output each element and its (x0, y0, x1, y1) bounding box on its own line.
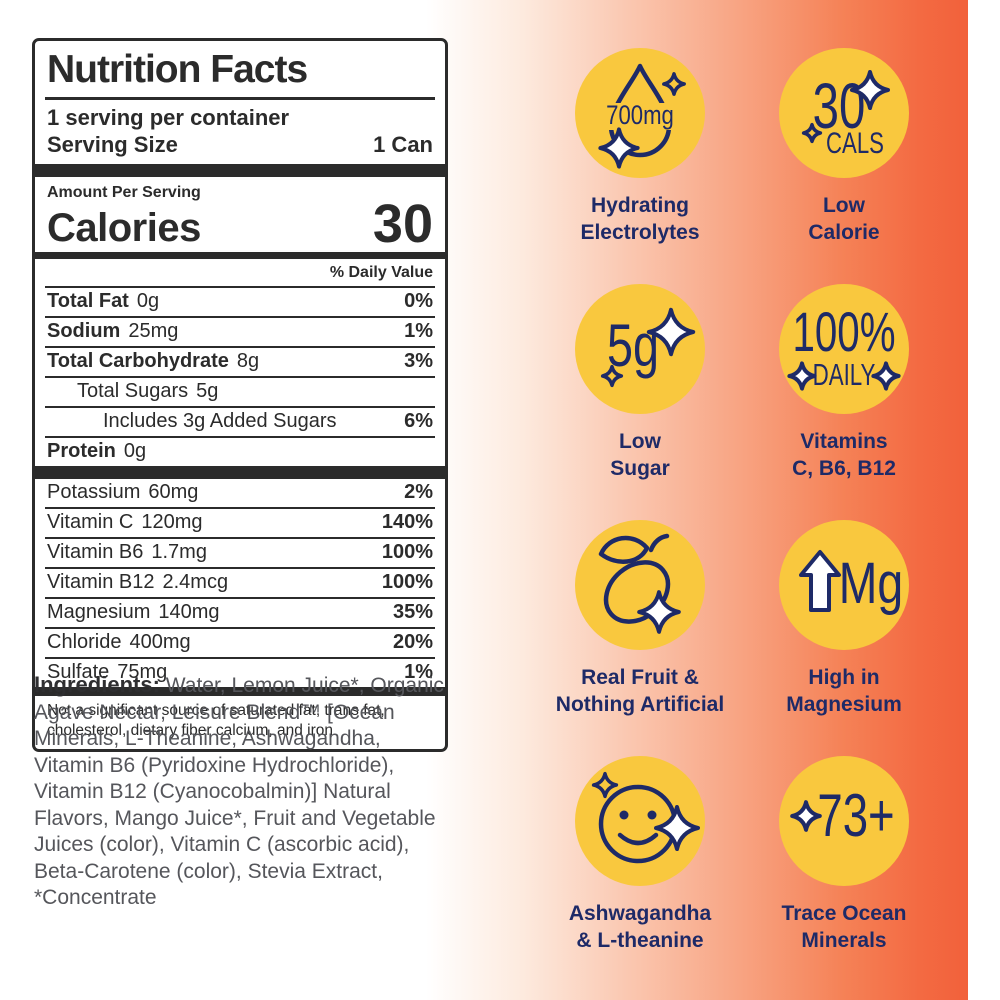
nutrient-row: Protein 0g (45, 438, 435, 466)
calories-value: 30 (372, 194, 433, 254)
nutrient-daily-value: 140% (381, 510, 433, 533)
badge-label: Hydrating Electrolytes (580, 194, 700, 244)
nutrient-row: Magnesium 140mg 35% (45, 599, 435, 629)
nutrient-name-amount: Chloride 400mg (47, 630, 191, 653)
badge-circle (575, 520, 705, 650)
divider-bar (35, 164, 445, 177)
badge-low-calorie: 30 CALS Low Calorie (742, 48, 946, 284)
nutrition-facts-title: Nutrition Facts (45, 41, 435, 100)
daily-value-header: % Daily Value (45, 259, 435, 288)
ingredients-text: Water, Lemon Juice*, Organic Agave Necta… (34, 674, 444, 909)
badge-label: Low Calorie (808, 194, 880, 244)
nutrient-daily-value: 0% (404, 289, 433, 312)
nutrient-name-amount: Total Carbohydrate 8g (47, 349, 260, 372)
nutrient-row: Sodium 25mg 1% (45, 318, 435, 348)
serving-size-value: 1 Can (373, 132, 433, 157)
svg-text:73+: 73+ (817, 783, 894, 849)
badge-label: Real Fruit & Nothing Artificial (555, 666, 725, 716)
sugar-grams-sparkle-icon: 5g (575, 284, 705, 414)
nutrient-row: Total Sugars 5g (45, 378, 435, 408)
svg-text:30: 30 (813, 70, 866, 142)
ingredients-paragraph: Ingredients: Water, Lemon Juice*, Organi… (34, 672, 446, 912)
nutrient-name-amount: Magnesium 140mg (47, 600, 220, 623)
nutrient-name-amount: Total Sugars 5g (77, 379, 219, 402)
badge-vitamins: 100% DAILY Vitamins C, B6, B12 (742, 284, 946, 520)
trace-minerals-sparkle-icon: 73+ (779, 783, 895, 850)
nutrient-name-amount: Includes 3g Added Sugars (103, 409, 337, 432)
serving-size-row: Serving Size 1 Can (45, 131, 435, 164)
nutrient-name-amount: Sodium 25mg (47, 319, 179, 342)
divider-bar (35, 465, 445, 479)
divider-bar (35, 251, 445, 259)
badge-low-sugar: 5g Low Sugar (538, 284, 742, 520)
badge-circle: 30 CALS (779, 48, 909, 178)
svg-text:5g: 5g (607, 312, 659, 379)
nutrient-name-amount: Total Fat 0g (47, 289, 160, 312)
daily-value-sparkle-icon: 100% DAILY (779, 302, 909, 392)
badge-circle (575, 756, 705, 886)
badge-circle: Mg (779, 520, 909, 650)
nutrient-name-amount: Vitamin C 120mg (47, 510, 203, 533)
badge-circle: 700mg (575, 48, 705, 178)
badge-ashwagandha: Ashwagandha & L-theanine (538, 756, 742, 992)
benefit-badges-grid: 700mg Hydrating Electrolytes 30 CALS Low… (538, 48, 946, 992)
nutrient-daily-value: 35% (392, 600, 433, 623)
badge-real-fruit: Real Fruit & Nothing Artificial (538, 520, 742, 756)
nutrient-row: Includes 3g Added Sugars 6% (45, 408, 435, 438)
badge-circle: 73+ (779, 756, 909, 886)
badge-circle: 100% DAILY (779, 284, 909, 414)
label-footnote: Not a significant source of saturated fa… (47, 701, 385, 739)
amount-per-serving-label: Amount Per Serving (47, 184, 201, 201)
badge-hydrating-electrolytes: 700mg Hydrating Electrolytes (538, 48, 742, 284)
nutrition-facts-panel: Nutrition Facts 1 serving per container … (32, 38, 448, 752)
nutrient-name-amount: Protein 0g (47, 439, 147, 462)
serving-size-label: Serving Size (47, 132, 178, 157)
servings-per-container: 1 serving per container (47, 105, 290, 130)
badge-high-magnesium: Mg High in Magnesium (742, 520, 946, 756)
calories-row: Calories 30 (45, 194, 435, 254)
nutrient-daily-value: 6% (404, 409, 433, 432)
ingredients-label: Ingredients: (34, 672, 160, 697)
water-drop-sparkle-icon: 700mg (589, 63, 691, 178)
nutrient-row: Vitamin B6 1.7mg 100% (45, 539, 435, 569)
nutrient-daily-value: 3% (404, 349, 433, 372)
badge-trace-minerals: 73+ Trace Ocean Minerals (742, 756, 946, 992)
nutrient-name-amount: Sulfate 75mg (47, 660, 168, 683)
nutrient-row: Total Fat 0g 0% (45, 288, 435, 318)
nutrient-name-amount: Vitamin B6 1.7mg (47, 540, 207, 563)
calories-sparkle-icon: 30 CALS (779, 48, 909, 160)
badge-label: Ashwagandha & L-theanine (568, 902, 712, 952)
nutrient-daily-value: 1% (404, 319, 433, 342)
nutrient-row: Vitamin B12 2.4mcg 100% (45, 569, 435, 599)
smiley-sparkle-icon (575, 756, 705, 864)
badge-label: Vitamins C, B6, B12 (792, 430, 896, 480)
nutrient-daily-value: 100% (381, 540, 433, 563)
svg-text:700mg: 700mg (606, 101, 674, 131)
nutrient-name-amount: Potassium 60mg (47, 480, 199, 503)
main-nutrient-rows: Total Fat 0g 0% Sodium 25mg 1% Total Carbohydr… (45, 288, 435, 466)
nutrient-daily-value: 20% (392, 630, 433, 653)
svg-text:DAILY: DAILY (813, 357, 876, 391)
nutrient-daily-value: 1% (404, 660, 433, 683)
svg-text:100%: 100% (792, 302, 895, 364)
nutrient-row: Sulfate 75mg 1% (45, 659, 435, 687)
nutrient-daily-value: 100% (381, 570, 433, 593)
nutrient-row: Potassium 60mg 2% (45, 479, 435, 509)
badge-label: High in Magnesium (786, 666, 902, 716)
nutrient-daily-value: 2% (404, 480, 433, 503)
badge-label: Trace Ocean Minerals (781, 902, 907, 952)
lemon-sparkle-icon (598, 533, 705, 650)
nutrient-row: Chloride 400mg 20% (45, 629, 435, 659)
calories-label: Calories (47, 205, 201, 250)
arrow-up-magnesium-icon: Mg (799, 550, 903, 616)
mineral-nutrient-rows: Potassium 60mg 2% Vitamin C 120mg 140% Vitamin… (45, 479, 435, 687)
nutrient-row: Total Carbohydrate 8g 3% (45, 348, 435, 378)
badge-label: Low Sugar (610, 430, 670, 480)
nutrient-row: Vitamin C 120mg 140% (45, 509, 435, 539)
svg-text:CALS: CALS (826, 126, 884, 160)
nutrient-name-amount: Vitamin B12 2.4mcg (47, 570, 229, 593)
svg-text:Mg: Mg (839, 551, 903, 616)
divider-bar (35, 686, 445, 696)
badge-circle: 5g (575, 284, 705, 414)
